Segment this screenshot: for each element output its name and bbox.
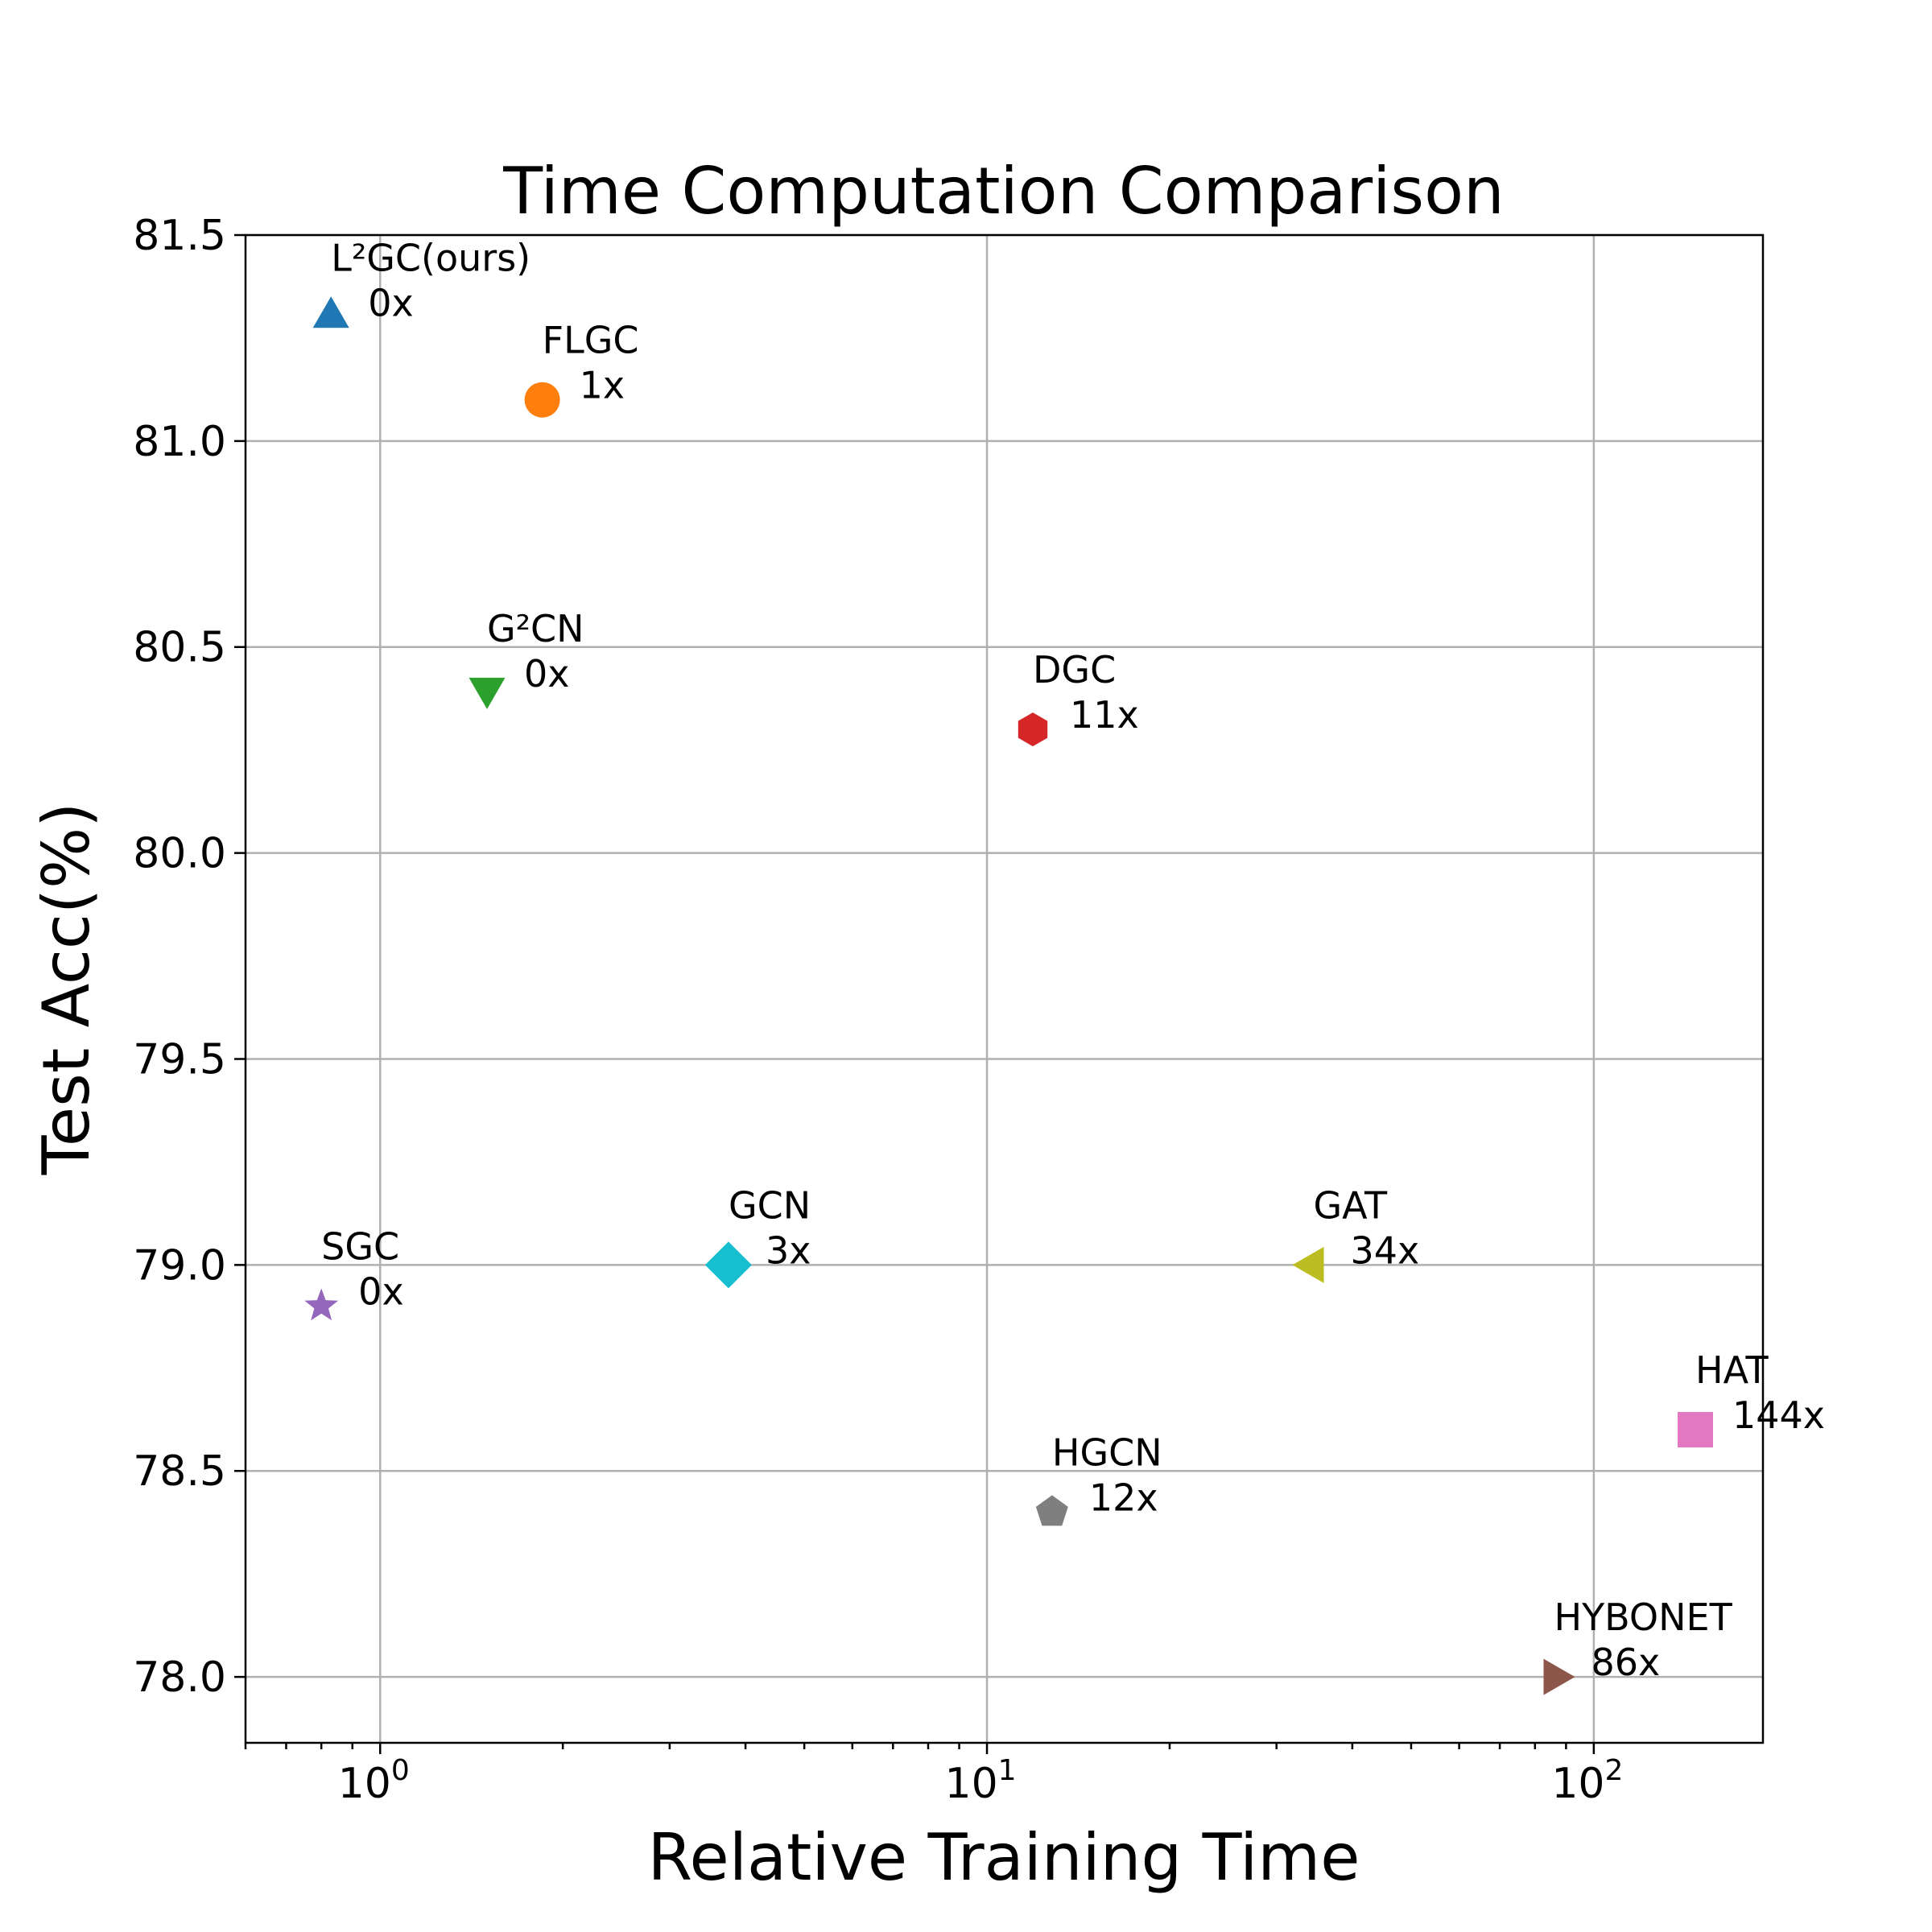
- chart-title: Time Computation Comparison: [502, 154, 1504, 229]
- x-tick-label: 101: [945, 1754, 1017, 1808]
- point-name-label: GAT: [1313, 1183, 1388, 1227]
- point-name-label: G²CN: [487, 607, 584, 650]
- point-ratio-label: 12x: [1089, 1476, 1158, 1519]
- x-tick-label: 100: [338, 1754, 410, 1808]
- point-name-label: DGC: [1033, 648, 1116, 691]
- marker-diamond: [704, 1241, 752, 1289]
- marker-star: [304, 1288, 339, 1321]
- y-tick-label: 79.5: [133, 1035, 226, 1084]
- point-name-label: FLGC: [543, 319, 639, 362]
- marker-triangle-down: [469, 677, 506, 709]
- marker-triangle-left: [1292, 1246, 1324, 1283]
- point-name-label: HAT: [1695, 1348, 1769, 1392]
- marker-square: [1677, 1412, 1713, 1448]
- point-ratio-label: 11x: [1070, 693, 1139, 737]
- tick-layer: 78.0 78.5 79.0 79.5 80.0 80.5 81.0 81.5 100 101 10…: [133, 212, 1623, 1808]
- x-axis-label: Relative Training Time: [648, 1820, 1360, 1895]
- y-tick-label: 78.5: [133, 1447, 226, 1496]
- y-axis-label: Test Acc(%): [29, 803, 104, 1176]
- marker-triangle-up: [312, 296, 349, 328]
- point-name-label: SGC: [321, 1225, 399, 1269]
- y-tick-label: 78.0: [133, 1653, 226, 1702]
- marker-circle: [524, 382, 560, 418]
- point-ratio-label: 34x: [1350, 1228, 1419, 1272]
- point-ratio-label: 1x: [580, 364, 625, 407]
- point-ratio-label: 0x: [368, 281, 414, 324]
- grid-layer: [246, 233, 1763, 1743]
- point-name-label: HYBONET: [1554, 1596, 1732, 1639]
- point-ratio-label: 0x: [524, 652, 570, 696]
- point-name-label: HGCN: [1052, 1430, 1162, 1474]
- marker-hexagon: [1018, 712, 1048, 747]
- point-ratio-label: 0x: [358, 1270, 404, 1314]
- y-tick-label: 80.5: [133, 624, 226, 672]
- y-tick-label: 81.5: [133, 212, 226, 260]
- marker-pentagon: [1035, 1495, 1068, 1526]
- y-tick-label: 81.0: [133, 418, 226, 466]
- point-name-label: GCN: [729, 1183, 811, 1227]
- point-ratio-label: 144x: [1732, 1393, 1825, 1437]
- y-tick-label: 80.0: [133, 830, 226, 878]
- x-tick-label: 102: [1551, 1754, 1623, 1808]
- point-name-label: L²GC(ours): [331, 236, 530, 279]
- marker-triangle-right: [1543, 1658, 1575, 1695]
- point-ratio-label: 3x: [766, 1228, 811, 1272]
- y-tick-label: 79.0: [133, 1241, 226, 1290]
- point-ratio-label: 86x: [1591, 1641, 1660, 1684]
- plot-frame: [244, 233, 1765, 1744]
